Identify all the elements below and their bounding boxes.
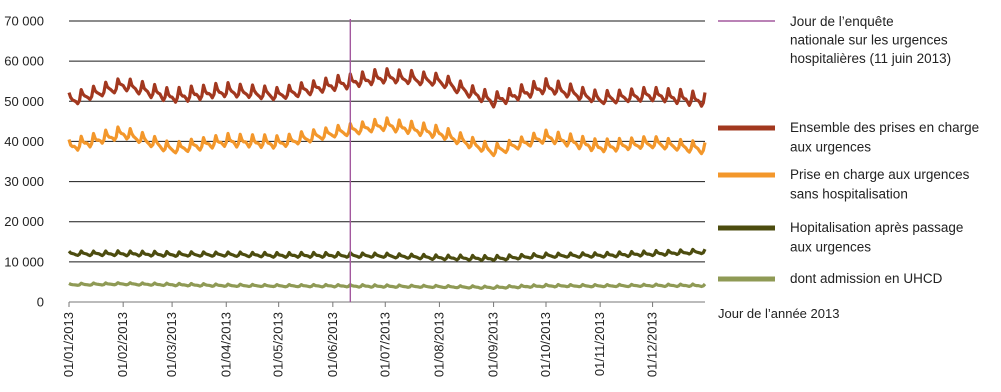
- series-line: [67, 116, 707, 158]
- y-tick-label: 50 000: [4, 94, 44, 109]
- legend-label-marker: hospitalières (11 juin 2013): [790, 51, 951, 66]
- x-tick-label: 01/10/2013: [538, 312, 553, 377]
- y-tick-label: 30 000: [4, 174, 44, 189]
- legend: Jour de l’enquête nationale sur les urgen…: [718, 14, 979, 286]
- legend-label-marker: Jour de l’enquête: [790, 14, 894, 29]
- y-axis-ticks: 0 10 000 20 000 30 000 40 000 50 000 60 000 70 …: [4, 14, 44, 310]
- legend-label: aux urgences: [790, 140, 871, 155]
- x-axis-ticks: 01/01/2013 01/02/2013 01/03/2013 01/04/2013…: [61, 302, 660, 377]
- y-tick-label: 60 000: [4, 54, 44, 69]
- x-tick-label: 01/09/2013: [486, 312, 501, 377]
- x-axis-note: Jour de l’année 2013: [718, 306, 839, 321]
- x-tick-label: 01/04/2013: [218, 312, 233, 377]
- legend-label: dont admission en UHCD: [790, 271, 943, 286]
- x-tick-label: 01/12/2013: [645, 312, 660, 377]
- x-tick-label: 01/11/2013: [592, 312, 607, 376]
- x-tick-label: 01/08/2013: [431, 312, 446, 377]
- x-tick-label: 01/02/2013: [115, 312, 130, 377]
- legend-label: aux urgences: [790, 240, 871, 255]
- legend-label: Hopitalisation après passage: [790, 220, 963, 235]
- y-tick-label: 20 000: [4, 214, 44, 229]
- y-tick-label: 40 000: [4, 134, 44, 149]
- x-tick-label: 01/05/2013: [271, 312, 286, 377]
- x-tick-label: 01/03/2013: [164, 312, 179, 377]
- legend-label: sans hospitalisation: [790, 187, 908, 202]
- series-lines: [67, 67, 707, 290]
- series-line: [68, 281, 707, 290]
- series-line: [67, 247, 707, 262]
- x-tick-label: 01/01/2013: [61, 312, 76, 377]
- y-tick-label: 0: [37, 295, 44, 310]
- x-tick-label: 01/06/2013: [325, 312, 340, 377]
- legend-label: Prise en charge aux urgences: [790, 167, 970, 182]
- grid-lines: [69, 20, 705, 303]
- y-tick-label: 10 000: [4, 254, 44, 269]
- y-tick-label: 70 000: [4, 14, 44, 29]
- x-tick-label: 01/07/2013: [377, 312, 392, 377]
- series-line: [67, 67, 707, 109]
- legend-label-marker: nationale sur les urgences: [790, 33, 948, 48]
- legend-label: Ensemble des prises en charge: [790, 120, 979, 135]
